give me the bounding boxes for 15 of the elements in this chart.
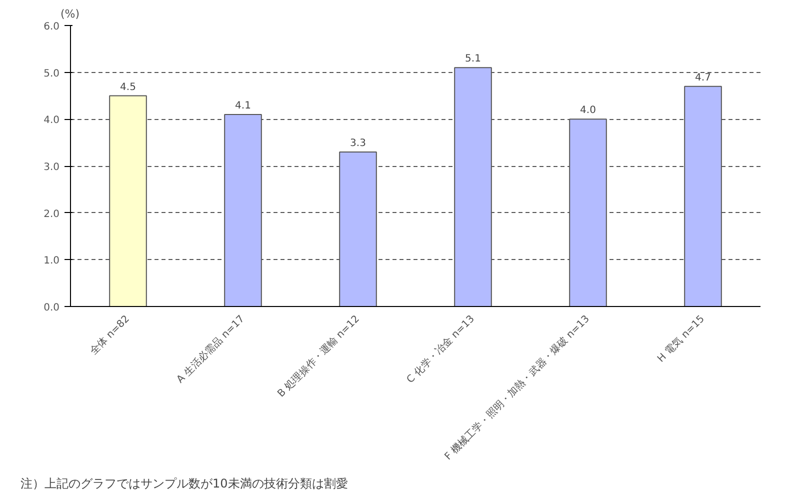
text: 注）上記のグラフではサンプル数が10未満の技術分類は割愛 bbox=[20, 476, 348, 490]
y-tick-label: 2.0 bbox=[44, 208, 60, 220]
data-label: 4.1 bbox=[235, 100, 251, 112]
y-tick-label: 3.0 bbox=[44, 162, 60, 173]
y-tick-label: 6.0 bbox=[44, 22, 60, 32]
y-tick-label: 5.0 bbox=[44, 68, 60, 80]
data-label: 4.0 bbox=[580, 105, 596, 116]
y-axis-title: (%) bbox=[60, 8, 80, 20]
data-label: 3.3 bbox=[350, 138, 366, 149]
data-label: 4.7 bbox=[695, 72, 711, 84]
y-tick-label: 4.0 bbox=[44, 115, 60, 126]
data-label: 4.5 bbox=[120, 82, 136, 93]
y-tick-label: 0.0 bbox=[44, 302, 60, 314]
data-label: 5.1 bbox=[465, 54, 481, 65]
y-tick-label: 1.0 bbox=[44, 256, 60, 267]
